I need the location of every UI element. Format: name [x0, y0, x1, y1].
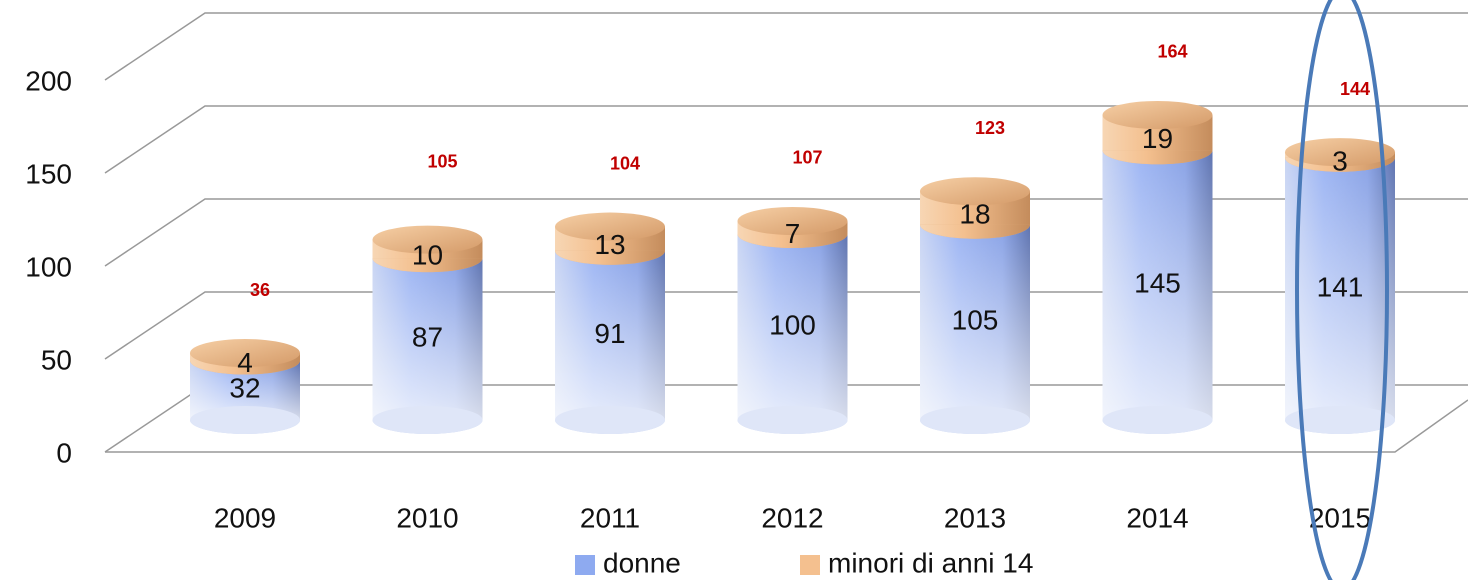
total-label: 144: [1340, 79, 1370, 99]
value-label: 19: [1142, 123, 1173, 154]
cylinder-base-shade: [190, 406, 300, 434]
y-tick-label: 200: [25, 65, 72, 96]
segment-bottom: [372, 258, 483, 273]
y-tick-label: 100: [25, 251, 72, 282]
total-label: 105: [427, 151, 457, 171]
total-label: 36: [250, 280, 270, 300]
value-label: 7: [785, 218, 801, 249]
bar-shade: [920, 224, 1030, 420]
value-label: 3: [1332, 145, 1348, 176]
total-label: 164: [1157, 42, 1187, 62]
legend: donne minori di anni 14: [575, 547, 1033, 578]
bar-shade: [555, 250, 665, 420]
cylinder-base-shade: [372, 406, 483, 434]
x-tick-label: 2010: [396, 502, 458, 533]
bar-shade: [372, 258, 483, 420]
value-label: 4: [237, 347, 253, 378]
cylinder-top: [555, 212, 665, 241]
y-tick-label: 150: [25, 158, 72, 189]
x-tick-label: 2015: [1309, 502, 1371, 533]
x-tick-label: 2012: [761, 502, 823, 533]
value-label: 18: [959, 198, 990, 229]
segment-bottom: [920, 224, 1030, 239]
x-tick-label: 2009: [214, 502, 276, 533]
value-label: 13: [594, 229, 625, 260]
y-tick-label: 0: [56, 437, 72, 468]
cylinder-base-shade: [737, 406, 848, 434]
grid-line: [104, 198, 1468, 267]
cylinder-base-shade: [1285, 406, 1395, 434]
segment-bottom: [1102, 150, 1213, 165]
x-tick-label: 2014: [1126, 502, 1188, 533]
value-label: 145: [1134, 268, 1181, 299]
value-label: 105: [952, 305, 999, 336]
total-label: 107: [792, 148, 822, 168]
bars: 2009 324 36 2010 87 10 105 2011 91 13 104 2012 100 7 1…: [190, 42, 1395, 533]
x-tick-label: 2011: [580, 502, 640, 533]
highlight-ellipse: [1295, 0, 1389, 580]
total-label: 123: [975, 118, 1005, 138]
bar-shade: [737, 234, 848, 420]
legend-label: donne: [603, 547, 681, 578]
cylinder-top: [1102, 100, 1213, 129]
value-label: 100: [769, 309, 816, 340]
cylinder-top: [372, 225, 483, 254]
bar-shade: [1285, 157, 1395, 421]
x-tick-label: 2013: [944, 502, 1006, 533]
value-label: 87: [412, 321, 443, 352]
legend-swatch: [800, 555, 820, 575]
segment-bottom: [737, 233, 848, 249]
value-label: 10: [412, 239, 443, 270]
segment-bottom: [555, 250, 665, 265]
legend-swatch: [575, 555, 595, 575]
cylinder-base-shade: [1102, 406, 1213, 434]
cylinder-base-shade: [920, 406, 1030, 434]
value-label: 32: [229, 373, 260, 404]
value-label: 91: [594, 318, 625, 349]
legend-label: minori di anni 14: [828, 547, 1033, 578]
cylinder-top: [190, 339, 300, 368]
cylinder-top: [1285, 138, 1395, 167]
floor-line: [105, 399, 1468, 453]
total-label: 104: [610, 153, 640, 173]
cylinder-top: [920, 177, 1030, 206]
value-label: 141: [1317, 271, 1364, 302]
cylinder-top: [737, 206, 848, 235]
cylinder-base-shade: [555, 406, 665, 434]
bar-shade: [1102, 150, 1213, 421]
grid-line: [104, 105, 1468, 174]
y-tick-label: 50: [41, 344, 72, 375]
grid-line: [104, 12, 1468, 81]
grid-line: [104, 291, 1468, 360]
